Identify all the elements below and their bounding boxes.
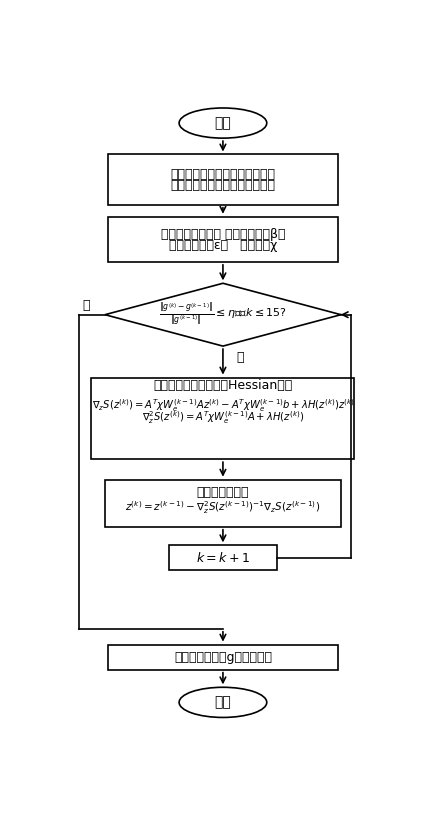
Text: $\nabla_z^2 S(z^{(k)})=A^T\chi W_e^{(k-1)}A+\lambda H(z^{(k)})$: $\nabla_z^2 S(z^{(k)})=A^T\chi W_e^{(k-1… (141, 409, 303, 425)
Bar (108, 217, 337, 262)
Text: $\frac{\|g^{(k)}-g^{(k-1)}\|}{\|g^{(k-1)}\|}\leq\eta$或者$k\leq15$?: $\frac{\|g^{(k)}-g^{(k-1)}\|}{\|g^{(k-1)… (158, 302, 286, 327)
Text: 对边界测量値向量和灵敏度矩阵: 对边界测量値向量和灵敏度矩阵 (170, 179, 275, 192)
Polygon shape (105, 283, 340, 346)
Ellipse shape (179, 687, 266, 717)
Text: 更新电阳率分布: 更新电阳率分布 (196, 486, 249, 499)
Ellipse shape (179, 108, 266, 138)
Bar (105, 480, 340, 527)
Bar (108, 645, 337, 670)
Bar (91, 378, 354, 459)
Text: 结束: 结束 (214, 695, 231, 709)
Bar (168, 545, 276, 570)
Text: 设置初始化参数： 初始解，阈値β，: 设置初始化参数： 初始解，阈値β， (160, 228, 285, 242)
Text: 是: 是 (82, 299, 90, 312)
Text: $k=k+1$: $k=k+1$ (196, 551, 249, 565)
Bar (108, 154, 337, 205)
Text: 根据所求电导率g，进行成像: 根据所求电导率g，进行成像 (174, 650, 271, 663)
Text: 计算目标函数的梯度和Hessian矩阵: 计算目标函数的梯度和Hessian矩阵 (153, 379, 292, 392)
Text: 根据被测场，获取重建所需的相: 根据被测场，获取重建所需的相 (170, 168, 275, 181)
Text: $\nabla_z S(z^{(k)})=A^T\chi W_e^{(k-1)}Az^{(k)}-A^T\chi W_e^{(k-1)}b+\lambda H(: $\nabla_z S(z^{(k)})=A^T\chi W_e^{(k-1)}… (91, 397, 354, 415)
Text: 否: 否 (236, 351, 243, 363)
Text: 光滑逆近参数ε，   标度因子χ: 光滑逆近参数ε， 标度因子χ (168, 239, 276, 252)
Text: 开始: 开始 (214, 116, 231, 130)
Text: $z^{(k)}=z^{(k-1)}-\nabla_z^2 S(z^{(k-1)})^{-1}\nabla_z S(z^{(k-1)})$: $z^{(k)}=z^{(k-1)}-\nabla_z^2 S(z^{(k-1)… (125, 499, 320, 516)
